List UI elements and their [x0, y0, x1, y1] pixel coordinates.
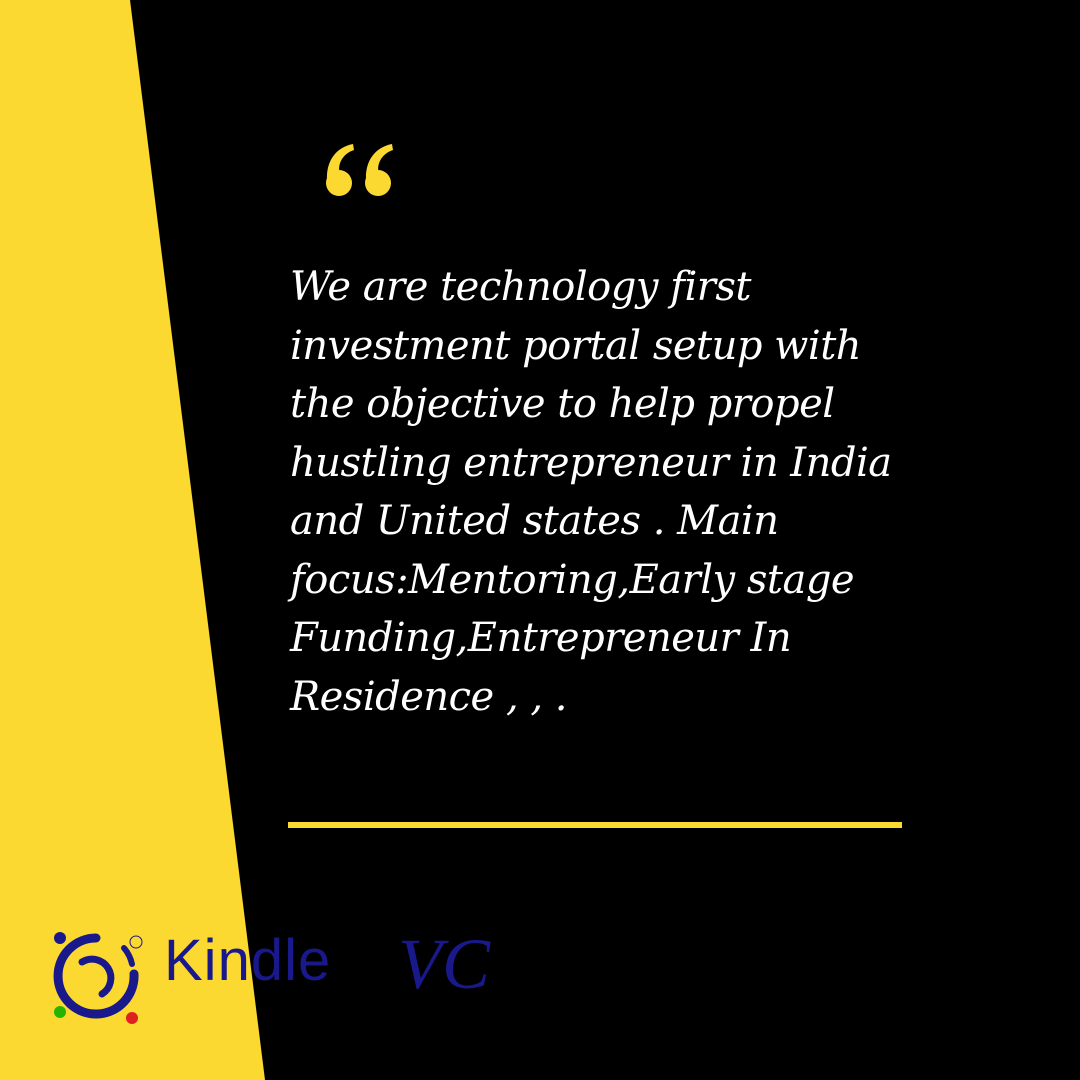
quote-text: We are technology first investment porta…	[290, 264, 892, 720]
logo-wordmark-kindle: Kindle	[164, 928, 332, 993]
logo-wordmark-vc: VC	[398, 924, 491, 1004]
kindle-vc-logo-icon	[53, 932, 143, 1024]
kindle-vc-logo[interactable]: Kindle VC	[46, 926, 506, 1026]
quote-open-icon	[326, 144, 393, 196]
divider-line	[288, 822, 902, 828]
